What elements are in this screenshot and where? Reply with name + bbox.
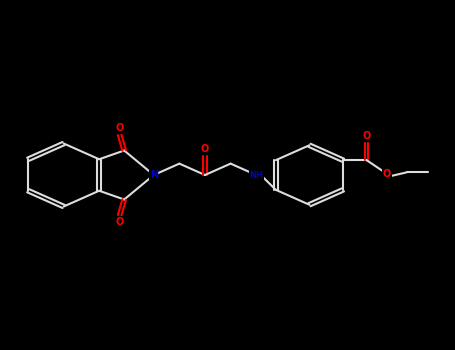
Text: O: O (363, 131, 371, 141)
Text: O: O (383, 169, 391, 179)
Text: NH: NH (249, 170, 263, 180)
Text: N: N (150, 170, 158, 180)
Text: O: O (201, 145, 209, 154)
Text: O: O (116, 217, 124, 226)
Text: O: O (116, 124, 124, 133)
